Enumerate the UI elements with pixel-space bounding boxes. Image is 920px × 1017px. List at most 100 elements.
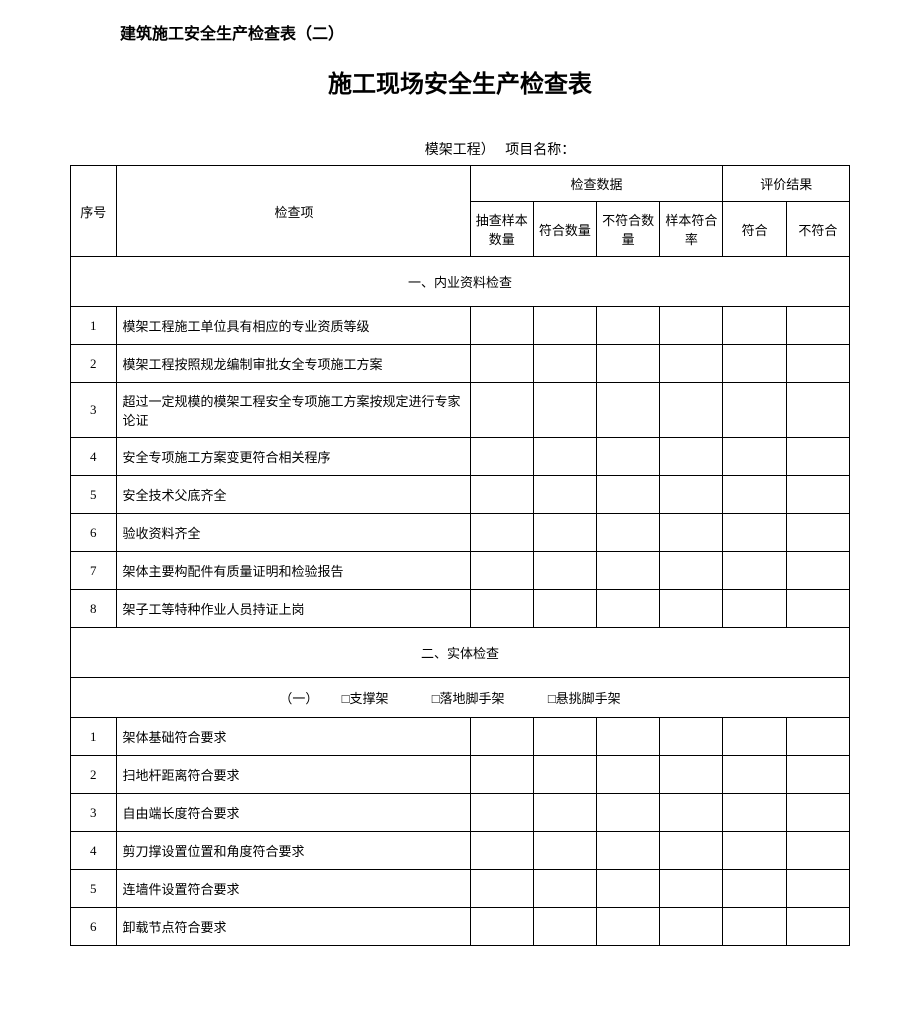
cell-empty	[533, 552, 596, 590]
section1-title: 一、内业资料检查	[71, 257, 850, 307]
cell-empty	[660, 514, 723, 552]
cell-empty	[533, 345, 596, 383]
cell-empty	[660, 590, 723, 628]
table-row: 1 架体基础符合要求	[71, 718, 850, 756]
checkbox-ground-scaffold: □落地脚手架	[432, 688, 505, 707]
row-item: 架体主要构配件有质量证明和检验报告	[116, 552, 470, 590]
cell-empty	[723, 438, 786, 476]
cell-empty	[597, 832, 660, 870]
row-seq: 4	[71, 438, 117, 476]
cell-empty	[597, 345, 660, 383]
cell-empty	[786, 870, 849, 908]
cell-empty	[533, 383, 596, 438]
cell-empty	[597, 718, 660, 756]
checkbox-support: □支撑架	[342, 688, 389, 707]
header-data-group: 检查数据	[470, 166, 723, 202]
cell-empty	[597, 552, 660, 590]
row-seq: 5	[71, 476, 117, 514]
table-row: 6 卸载节点符合要求	[71, 908, 850, 946]
header-sample-rate: 样本符合率	[660, 202, 723, 257]
row-seq: 4	[71, 832, 117, 870]
row-seq: 2	[71, 345, 117, 383]
cell-empty	[470, 307, 533, 345]
cell-empty	[723, 832, 786, 870]
cell-empty	[660, 756, 723, 794]
cell-empty	[786, 476, 849, 514]
section2-title: 二、实体检查	[71, 628, 850, 678]
cell-empty	[470, 552, 533, 590]
row-item: 验收资料齐全	[116, 514, 470, 552]
row-item: 架体基础符合要求	[116, 718, 470, 756]
cell-empty	[723, 552, 786, 590]
subsection-label: （一）	[279, 691, 318, 706]
checkbox-cantilever-scaffold: □悬挑脚手架	[548, 688, 621, 707]
cell-empty	[786, 908, 849, 946]
table-row: 6 验收资料齐全	[71, 514, 850, 552]
cell-empty	[786, 832, 849, 870]
cell-empty	[533, 756, 596, 794]
header-result-group: 评价结果	[723, 166, 850, 202]
row-item: 连墙件设置符合要求	[116, 870, 470, 908]
cell-empty	[660, 908, 723, 946]
cell-empty	[597, 908, 660, 946]
header-nonconform: 不符合	[786, 202, 849, 257]
cell-empty	[533, 794, 596, 832]
cell-empty	[786, 438, 849, 476]
table-row: 3 超过一定规模的模架工程安全专项施工方案按规定进行专家论证	[71, 383, 850, 438]
cell-empty	[597, 476, 660, 514]
cell-empty	[470, 438, 533, 476]
cell-empty	[786, 590, 849, 628]
cell-empty	[660, 438, 723, 476]
cell-empty	[786, 345, 849, 383]
cell-empty	[723, 345, 786, 383]
cell-empty	[723, 383, 786, 438]
row-item: 模架工程按照规龙编制审批女全专项施工方案	[116, 345, 470, 383]
cell-empty	[533, 718, 596, 756]
header-conform-qty: 符合数量	[533, 202, 596, 257]
cell-empty	[533, 438, 596, 476]
row-seq: 6	[71, 908, 117, 946]
row-seq: 3	[71, 794, 117, 832]
table-row: 7 架体主要构配件有质量证明和检验报告	[71, 552, 850, 590]
cell-empty	[660, 476, 723, 514]
inspection-table: 序号 检查项 检查数据 评价结果 抽查样本数量 符合数量 不符合数量 样本符合率…	[70, 165, 850, 946]
table-row: 3 自由端长度符合要求	[71, 794, 850, 832]
document-header: 建筑施工安全生产检查表（二）	[0, 20, 920, 44]
row-item: 安全技术父底齐全	[116, 476, 470, 514]
header-seq: 序号	[71, 166, 117, 257]
subtitle: 模架工程） 项目名称：	[0, 139, 920, 159]
cell-empty	[597, 307, 660, 345]
cell-empty	[597, 590, 660, 628]
cell-empty	[660, 870, 723, 908]
cell-empty	[723, 870, 786, 908]
cell-empty	[660, 552, 723, 590]
cell-empty	[470, 590, 533, 628]
row-seq: 5	[71, 870, 117, 908]
cell-empty	[533, 832, 596, 870]
cell-empty	[597, 756, 660, 794]
row-seq: 2	[71, 756, 117, 794]
cell-empty	[786, 756, 849, 794]
cell-empty	[597, 438, 660, 476]
cell-empty	[470, 383, 533, 438]
row-seq: 8	[71, 590, 117, 628]
table-row: 1 模架工程施工单位具有相应的专业资质等级	[71, 307, 850, 345]
cell-empty	[597, 383, 660, 438]
cell-empty	[660, 718, 723, 756]
cell-empty	[470, 908, 533, 946]
row-seq: 3	[71, 383, 117, 438]
table-row: 2 扫地杆距离符合要求	[71, 756, 850, 794]
cell-empty	[533, 476, 596, 514]
cell-empty	[723, 476, 786, 514]
table-row: 2 模架工程按照规龙编制审批女全专项施工方案	[71, 345, 850, 383]
cell-empty	[786, 383, 849, 438]
subtitle-left: 模架工程）	[425, 143, 495, 158]
cell-empty	[470, 794, 533, 832]
cell-empty	[597, 514, 660, 552]
row-seq: 1	[71, 718, 117, 756]
cell-empty	[660, 832, 723, 870]
table-row: 5 安全技术父底齐全	[71, 476, 850, 514]
cell-empty	[660, 307, 723, 345]
cell-empty	[470, 832, 533, 870]
subtitle-right: 项目名称：	[505, 143, 575, 158]
